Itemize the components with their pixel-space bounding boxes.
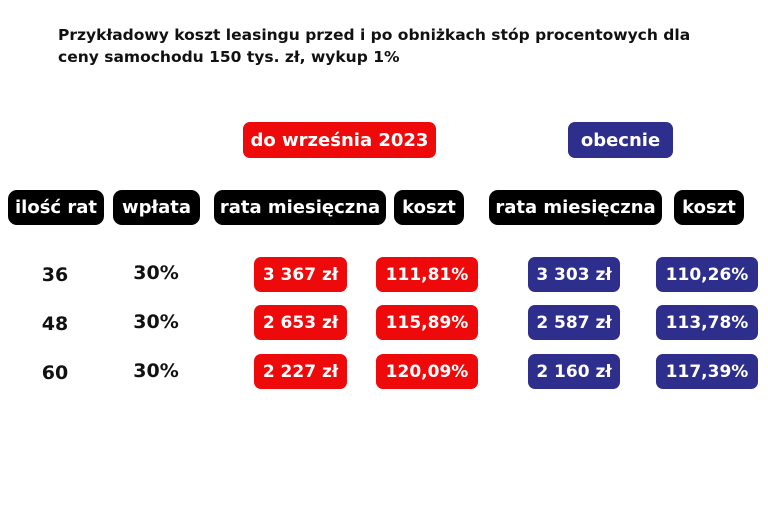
- row-1-monthly-before: 3 367 zł: [254, 257, 347, 292]
- section-before-label: do września 2023: [243, 122, 436, 158]
- row-3-cost-now: 117,39%: [656, 354, 758, 389]
- header-cost-now: koszt: [674, 190, 744, 225]
- header-monthly-before: rata miesięczna: [214, 190, 386, 225]
- row-2-installments: 48: [41, 312, 69, 335]
- section-now-label: obecnie: [568, 122, 673, 158]
- header-cost-before: koszt: [394, 190, 464, 225]
- row-2-monthly-before: 2 653 zł: [254, 305, 347, 340]
- row-2-cost-now: 113,78%: [656, 305, 758, 340]
- header-monthly-now: rata miesięczna: [489, 190, 662, 225]
- row-3-cost-before: 120,09%: [376, 354, 478, 389]
- row-1-monthly-now: 3 303 zł: [528, 257, 620, 292]
- row-3-monthly-now: 2 160 zł: [528, 354, 620, 389]
- row-1-down-payment: 30%: [133, 261, 179, 284]
- header-down-payment: wpłata: [113, 190, 200, 225]
- row-2-cost-before: 115,89%: [376, 305, 478, 340]
- header-installments: ilość rat: [8, 190, 104, 225]
- row-3-monthly-before: 2 227 zł: [254, 354, 347, 389]
- row-1-cost-now: 110,26%: [656, 257, 758, 292]
- row-3-installments: 60: [41, 361, 69, 384]
- chart-title: Przykładowy koszt leasingu przed i po ob…: [58, 26, 691, 66]
- row-1-cost-before: 111,81%: [376, 257, 478, 292]
- row-2-down-payment: 30%: [133, 310, 179, 333]
- row-1-installments: 36: [41, 263, 69, 286]
- row-2-monthly-now: 2 587 zł: [528, 305, 620, 340]
- row-3-down-payment: 30%: [133, 359, 179, 382]
